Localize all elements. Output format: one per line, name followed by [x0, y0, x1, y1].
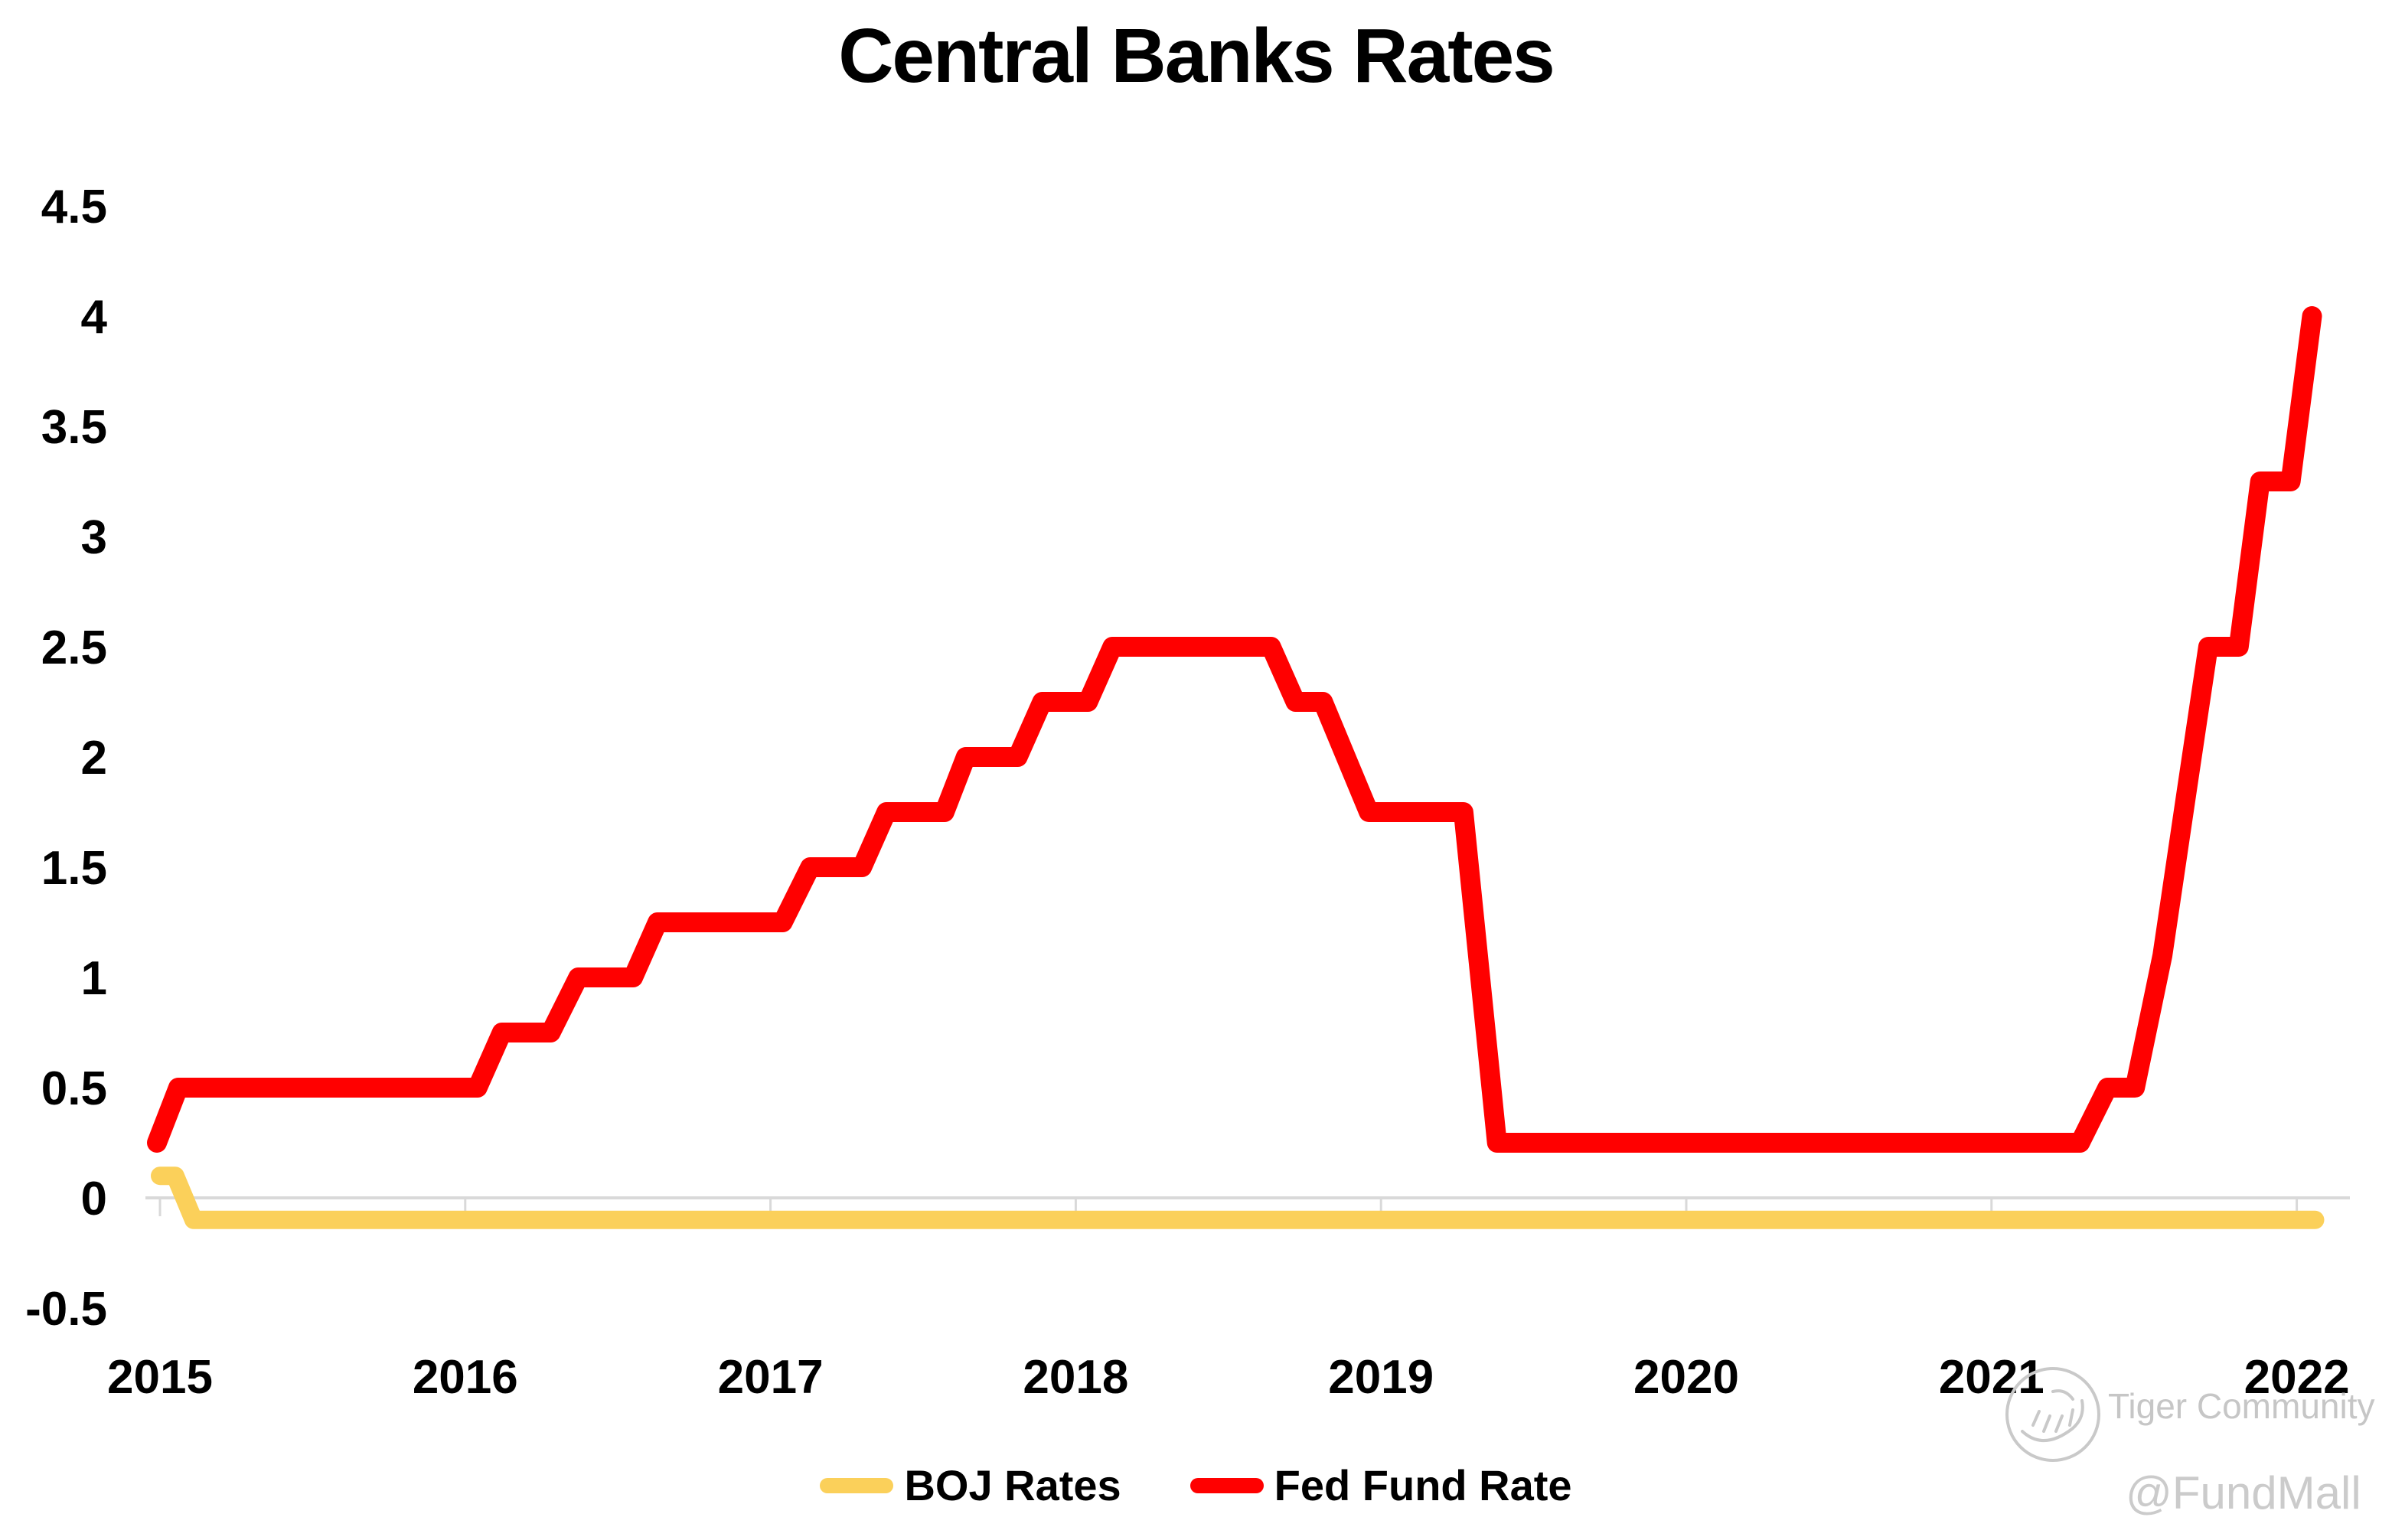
- y-tick-label: 0: [81, 1173, 107, 1225]
- legend-item-fed-fund-rate: Fed Fund Rate: [1189, 1460, 1572, 1510]
- chart-title: Central Banks Rates: [838, 13, 1555, 99]
- y-tick-label: 2.5: [41, 622, 107, 674]
- y-tick-label: 2: [81, 732, 107, 785]
- y-tick-label: -0.5: [25, 1283, 107, 1336]
- y-tick-label: 1: [81, 952, 107, 1005]
- watermark-community-text: Tiger Community: [2108, 1386, 2375, 1426]
- x-tick-label: 2019: [1328, 1351, 1434, 1404]
- fed-fund-rate-swatch-icon: [1189, 1477, 1264, 1493]
- watermark-handle-text: @FundMall: [2126, 1467, 2361, 1519]
- boj-rates-swatch-icon: [820, 1477, 894, 1493]
- y-tick-label: 4.5: [41, 181, 107, 233]
- y-tick-label: 3: [81, 511, 107, 564]
- legend-label-fed-fund-rate: Fed Fund Rate: [1274, 1461, 1572, 1509]
- y-tick-label: 4: [81, 291, 108, 344]
- x-tick-label: 2015: [107, 1351, 213, 1404]
- y-tick-label: 1.5: [41, 842, 107, 895]
- x-tick-label: 2020: [1633, 1351, 1739, 1404]
- x-tick-label: 2018: [1023, 1351, 1128, 1404]
- x-tick-label: 2016: [413, 1351, 518, 1404]
- y-tick-label: 0.5: [41, 1062, 107, 1115]
- legend-label-boj-rates: BOJ Rates: [904, 1461, 1121, 1509]
- y-tick-label: 3.5: [41, 401, 107, 454]
- fed-fund-rate-line: [147, 306, 2322, 1153]
- tiger-stamp-logo-icon: [2005, 1367, 2100, 1462]
- chart-legend: BOJ Rates Fed Fund Rate: [0, 1460, 2392, 1510]
- watermark: Tiger Community @FundMall: [1999, 1361, 2382, 1540]
- x-tick-label: 2017: [718, 1351, 824, 1404]
- x-tick-label: 2022: [2244, 1351, 2350, 1404]
- boj-rates-line: [151, 1166, 2325, 1229]
- legend-item-boj-rates: BOJ Rates: [820, 1460, 1121, 1510]
